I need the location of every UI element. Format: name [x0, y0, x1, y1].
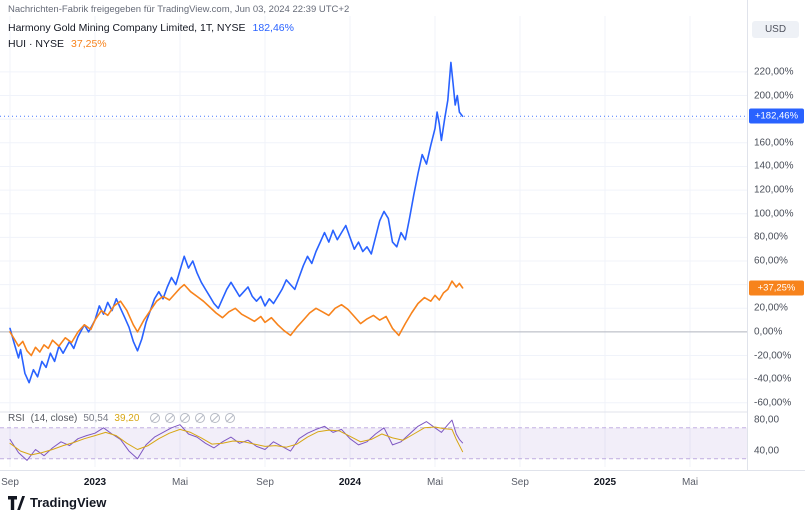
series-line-2[interactable] [9, 419, 464, 461]
symbol-title-harmony[interactable]: Harmony Gold Mining Company Limited, 1T,… [8, 22, 246, 34]
circle-slash-icon[interactable] [165, 413, 176, 424]
price-tick-label: -20,00% [754, 350, 792, 362]
price-tick-label: 60,00% [754, 255, 788, 267]
rsi-indicator-legend[interactable]: RSI (14, close) 50,54 39,20 [8, 413, 236, 424]
rsi-ma-value: 39,20 [114, 413, 140, 424]
legend-row-hui[interactable]: HUI · NYSE 37,25% [8, 36, 294, 52]
time-axis-label: 2023 [83, 477, 107, 488]
price-axis[interactable]: USD 220,00%200,00%180,00%160,00%140,00%1… [747, 0, 805, 470]
time-axis-label: Mai [426, 477, 444, 488]
currency-badge[interactable]: USD [752, 21, 799, 38]
price-tick-label: -40,00% [754, 373, 792, 385]
time-axis-label: Mai [171, 477, 189, 488]
time-axis-label: Sep [511, 477, 529, 488]
rsi-tick-label: 40,00 [754, 445, 780, 457]
rsi-band [0, 427, 747, 459]
tradingview-logo-icon [8, 495, 25, 510]
price-tick-label: -60,00% [754, 397, 792, 409]
price-tick-label: 200,00% [754, 90, 794, 102]
rsi-name[interactable]: RSI [8, 413, 25, 424]
price-tick-label: 100,00% [754, 208, 794, 220]
copyright-note: Nachrichten-Fabrik freigegeben für Tradi… [8, 4, 350, 15]
circle-slash-icon[interactable] [195, 413, 206, 424]
rsi-value: 50,54 [83, 413, 109, 424]
chart-plot-area[interactable] [0, 0, 747, 470]
time-axis-label: Mai [681, 477, 699, 488]
price-tick-label: 140,00% [754, 160, 794, 172]
series-line-1[interactable] [9, 280, 464, 357]
last-value-badge: +37,25% [749, 280, 804, 296]
price-tick-label: 0,00% [754, 326, 783, 338]
symbol-title-hui[interactable]: HUI · NYSE [8, 38, 65, 50]
series-lines[interactable] [9, 61, 464, 461]
circle-slash-icon[interactable] [210, 413, 221, 424]
series-line-0[interactable] [9, 61, 464, 384]
rsi-tick-label: 80,00 [754, 414, 780, 426]
series-line-3[interactable] [9, 426, 464, 456]
symbol-change-harmony: 182,46% [252, 22, 294, 34]
time-axis[interactable]: Sep 2023 Mai Sep 2024 Mai Sep 2025 Mai [0, 470, 805, 495]
rsi-params: (14, close) [30, 413, 78, 424]
chart-legend: Harmony Gold Mining Company Limited, 1T,… [8, 20, 294, 52]
price-tick-label: 20,00% [754, 302, 788, 314]
circle-slash-icon[interactable] [150, 413, 161, 424]
time-axis-label: 2024 [338, 477, 362, 488]
reference-lines [0, 115, 747, 460]
tradingview-logo[interactable]: TradingView [8, 495, 106, 510]
time-axis-label: Sep [256, 477, 274, 488]
price-tick-label: 80,00% [754, 231, 788, 243]
circle-slash-icon[interactable] [225, 413, 236, 424]
time-axis-label: Sep [1, 477, 19, 488]
rsi-action-icons [145, 413, 236, 424]
symbol-change-hui: 37,25% [71, 38, 107, 50]
price-tick-label: 160,00% [754, 137, 794, 149]
tradingview-logo-text: TradingView [30, 495, 107, 510]
legend-row-harmony[interactable]: Harmony Gold Mining Company Limited, 1T,… [8, 20, 294, 36]
last-value-badge: +182,46% [749, 108, 804, 124]
circle-slash-icon[interactable] [180, 413, 191, 424]
grid-lines [0, 16, 747, 467]
price-tick-label: 220,00% [754, 66, 794, 78]
time-axis-label: 2025 [593, 477, 617, 488]
price-tick-label: 120,00% [754, 184, 794, 196]
